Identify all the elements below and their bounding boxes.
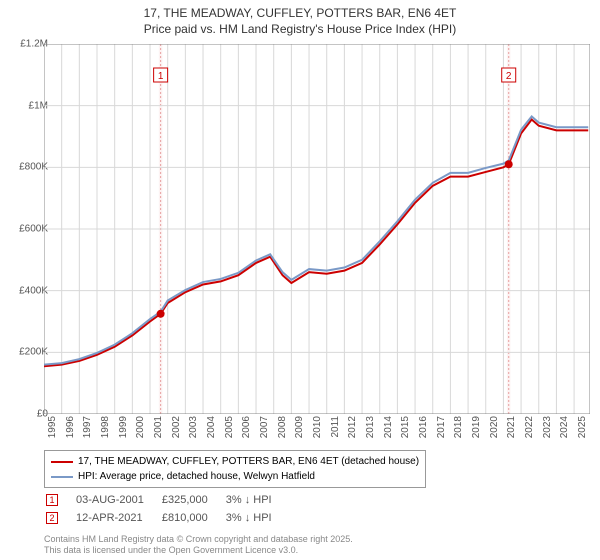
event-delta: 3% ↓ HPI — [226, 510, 288, 526]
x-tick-label: 2009 — [294, 416, 305, 446]
x-tick-label: 2001 — [153, 416, 164, 446]
x-tick-label: 2021 — [506, 416, 517, 446]
x-tick-label: 2019 — [471, 416, 482, 446]
chart-title-line1: 17, THE MEADWAY, CUFFLEY, POTTERS BAR, E… — [0, 6, 600, 22]
price-events-table: 1 03-AUG-2001 £325,000 3% ↓ HPI 2 12-APR… — [44, 490, 290, 528]
attribution-line: This data is licensed under the Open Gov… — [44, 545, 353, 556]
table-row: 2 12-APR-2021 £810,000 3% ↓ HPI — [46, 510, 288, 526]
x-tick-label: 2008 — [277, 416, 288, 446]
x-tick-label: 2024 — [559, 416, 570, 446]
event-date: 12-APR-2021 — [76, 510, 160, 526]
chart-plot-area: 12 — [44, 44, 590, 414]
event-price: £810,000 — [162, 510, 224, 526]
x-tick-label: 1995 — [47, 416, 58, 446]
x-tick-label: 2022 — [524, 416, 535, 446]
x-tick-label: 2000 — [135, 416, 146, 446]
x-tick-label: 1997 — [82, 416, 93, 446]
svg-text:2: 2 — [506, 71, 512, 82]
x-tick-label: 2025 — [577, 416, 588, 446]
chart-title-line2: Price paid vs. HM Land Registry's House … — [0, 22, 600, 38]
x-tick-label: 2012 — [347, 416, 358, 446]
legend-label: 17, THE MEADWAY, CUFFLEY, POTTERS BAR, E… — [78, 454, 419, 469]
legend-item: 17, THE MEADWAY, CUFFLEY, POTTERS BAR, E… — [51, 454, 419, 469]
x-tick-label: 2007 — [259, 416, 270, 446]
legend-item: HPI: Average price, detached house, Welw… — [51, 469, 419, 484]
x-tick-label: 2020 — [489, 416, 500, 446]
x-tick-label: 2018 — [453, 416, 464, 446]
x-tick-label: 2023 — [542, 416, 553, 446]
legend-box: 17, THE MEADWAY, CUFFLEY, POTTERS BAR, E… — [44, 450, 426, 488]
legend-label: HPI: Average price, detached house, Welw… — [78, 469, 315, 484]
x-tick-label: 2004 — [206, 416, 217, 446]
x-tick-label: 2005 — [224, 416, 235, 446]
x-tick-label: 1996 — [65, 416, 76, 446]
x-tick-label: 2010 — [312, 416, 323, 446]
event-delta: 3% ↓ HPI — [226, 492, 288, 508]
svg-text:1: 1 — [158, 71, 164, 82]
x-tick-label: 2016 — [418, 416, 429, 446]
event-price: £325,000 — [162, 492, 224, 508]
x-tick-label: 2002 — [171, 416, 182, 446]
legend-swatch — [51, 461, 73, 463]
attribution-line: Contains HM Land Registry data © Crown c… — [44, 534, 353, 545]
chart-svg: 12 — [44, 44, 590, 414]
x-tick-label: 1998 — [100, 416, 111, 446]
x-tick-label: 2017 — [436, 416, 447, 446]
attribution-text: Contains HM Land Registry data © Crown c… — [44, 534, 353, 556]
x-tick-label: 2013 — [365, 416, 376, 446]
table-row: 1 03-AUG-2001 £325,000 3% ↓ HPI — [46, 492, 288, 508]
x-tick-label: 2011 — [330, 416, 341, 446]
event-date: 03-AUG-2001 — [76, 492, 160, 508]
x-tick-label: 2003 — [188, 416, 199, 446]
x-tick-label: 2015 — [400, 416, 411, 446]
x-tick-label: 2006 — [241, 416, 252, 446]
x-tick-label: 2014 — [383, 416, 394, 446]
marker-badge: 2 — [46, 512, 58, 524]
x-tick-label: 1999 — [118, 416, 129, 446]
marker-badge: 1 — [46, 494, 58, 506]
legend-swatch — [51, 476, 73, 478]
